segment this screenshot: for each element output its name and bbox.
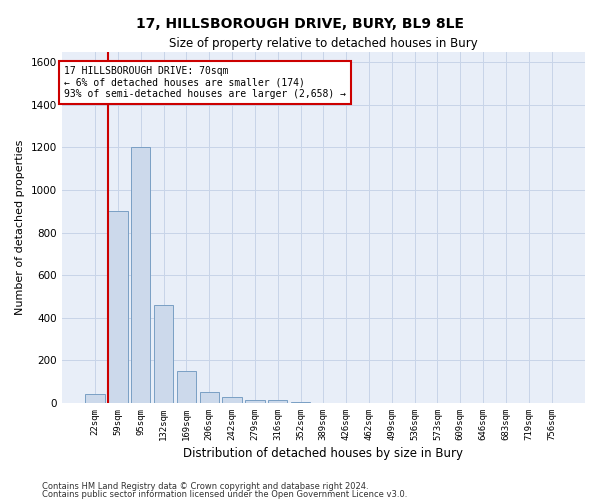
- Bar: [291, 402, 310, 403]
- Bar: [200, 392, 219, 403]
- Title: Size of property relative to detached houses in Bury: Size of property relative to detached ho…: [169, 38, 478, 51]
- Text: Contains HM Land Registry data © Crown copyright and database right 2024.: Contains HM Land Registry data © Crown c…: [42, 482, 368, 491]
- Bar: [268, 400, 287, 403]
- Bar: [177, 371, 196, 403]
- Bar: [245, 400, 265, 403]
- X-axis label: Distribution of detached houses by size in Bury: Distribution of detached houses by size …: [184, 447, 463, 460]
- Bar: [85, 394, 105, 403]
- Y-axis label: Number of detached properties: Number of detached properties: [15, 140, 25, 315]
- Text: Contains public sector information licensed under the Open Government Licence v3: Contains public sector information licen…: [42, 490, 407, 499]
- Bar: [223, 396, 242, 403]
- Text: 17, HILLSBOROUGH DRIVE, BURY, BL9 8LE: 17, HILLSBOROUGH DRIVE, BURY, BL9 8LE: [136, 18, 464, 32]
- Text: 17 HILLSBOROUGH DRIVE: 70sqm
← 6% of detached houses are smaller (174)
93% of se: 17 HILLSBOROUGH DRIVE: 70sqm ← 6% of det…: [64, 66, 346, 99]
- Bar: [154, 305, 173, 403]
- Bar: [131, 148, 151, 403]
- Bar: [108, 212, 128, 403]
